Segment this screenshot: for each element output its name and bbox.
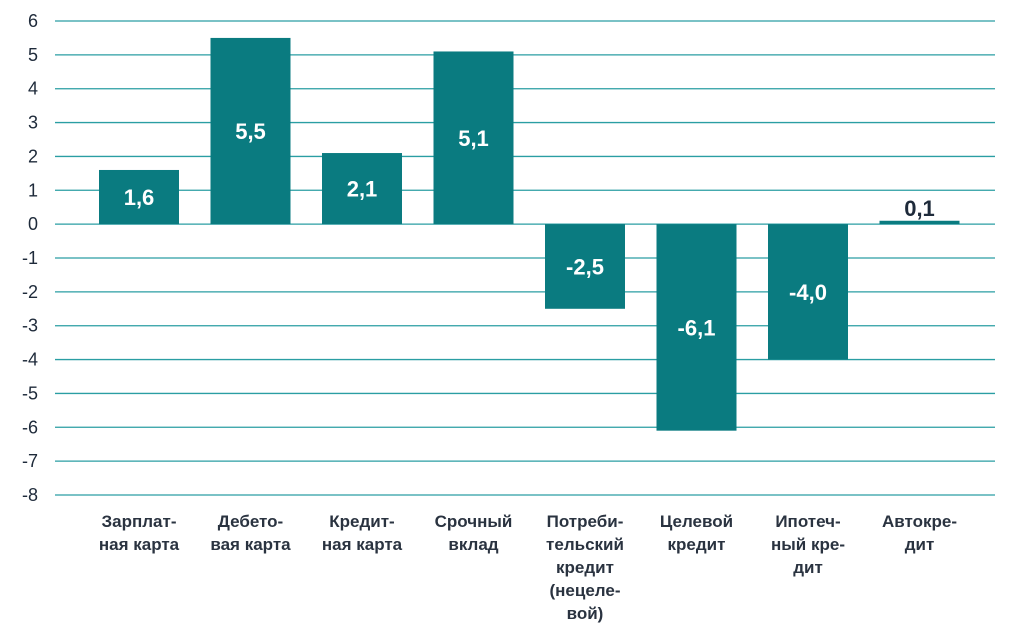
data-label: 5,5 xyxy=(235,119,266,144)
data-label: 2,1 xyxy=(347,177,378,202)
data-label: -4,0 xyxy=(789,280,827,305)
y-tick-label: -3 xyxy=(22,316,38,336)
bar xyxy=(545,224,625,309)
category-label: дит xyxy=(905,535,935,554)
category-labels: Зарплат-ная карта Дебето-вая карта Кредит-… xyxy=(99,512,957,623)
y-axis-ticks: 6 5 4 3 2 1 0 -1 -2 -3 -4 -5 -6 -7 -8 xyxy=(22,11,38,505)
bar xyxy=(99,169,179,225)
y-tick-label: -7 xyxy=(22,451,38,471)
y-tick-label: -1 xyxy=(22,248,38,268)
category-label: (нецеле- xyxy=(550,581,621,600)
y-tick-label: -5 xyxy=(22,383,38,403)
category-label: ная карта xyxy=(99,535,180,554)
y-tick-label: 5 xyxy=(28,45,38,65)
y-tick-label: 1 xyxy=(28,180,38,200)
y-tick-label: -2 xyxy=(22,282,38,302)
y-tick-label: 4 xyxy=(28,79,38,99)
bars xyxy=(99,37,960,431)
category-label: вклад xyxy=(448,535,498,554)
y-tick-label: -6 xyxy=(22,417,38,437)
bar xyxy=(210,37,291,225)
bar xyxy=(656,224,737,431)
category-label: кредит xyxy=(668,535,726,554)
y-tick-label: -8 xyxy=(22,485,38,505)
category-label: Дебето- xyxy=(218,512,283,531)
data-label: -2,5 xyxy=(566,254,604,279)
category-label: вая карта xyxy=(210,535,291,554)
category-label: кредит xyxy=(556,558,614,577)
bar xyxy=(433,51,514,225)
category-label: Кредит- xyxy=(329,512,394,531)
y-tick-label: 3 xyxy=(28,113,38,133)
bar xyxy=(879,220,960,225)
category-label: Потреби- xyxy=(547,512,624,531)
category-label: вой) xyxy=(567,604,604,623)
category-label: Ипотеч- xyxy=(775,512,840,531)
data-label: -6,1 xyxy=(678,315,716,340)
data-labels: 1,6 5,5 2,1 5,1 -2,5 -6,1 -4,0 0,1 xyxy=(124,119,935,340)
y-tick-label: 2 xyxy=(28,146,38,166)
data-label: 0,1 xyxy=(904,196,935,221)
category-label: Автокре- xyxy=(882,512,957,531)
category-label: Срочный xyxy=(435,512,513,531)
category-label: тельский xyxy=(546,535,624,554)
category-label: ная карта xyxy=(322,535,403,554)
y-tick-label: -4 xyxy=(22,350,38,370)
category-label: Зарплат- xyxy=(102,512,177,531)
bar xyxy=(322,153,402,225)
bar xyxy=(768,224,848,360)
y-tick-label: 6 xyxy=(28,11,38,31)
data-label: 5,1 xyxy=(458,126,489,151)
category-label: ный кре- xyxy=(771,535,845,554)
y-tick-label: 0 xyxy=(28,214,38,234)
grid-lines xyxy=(55,20,995,496)
category-label: дит xyxy=(793,558,823,577)
data-label: 1,6 xyxy=(124,185,155,210)
category-label: Целевой xyxy=(660,512,733,531)
